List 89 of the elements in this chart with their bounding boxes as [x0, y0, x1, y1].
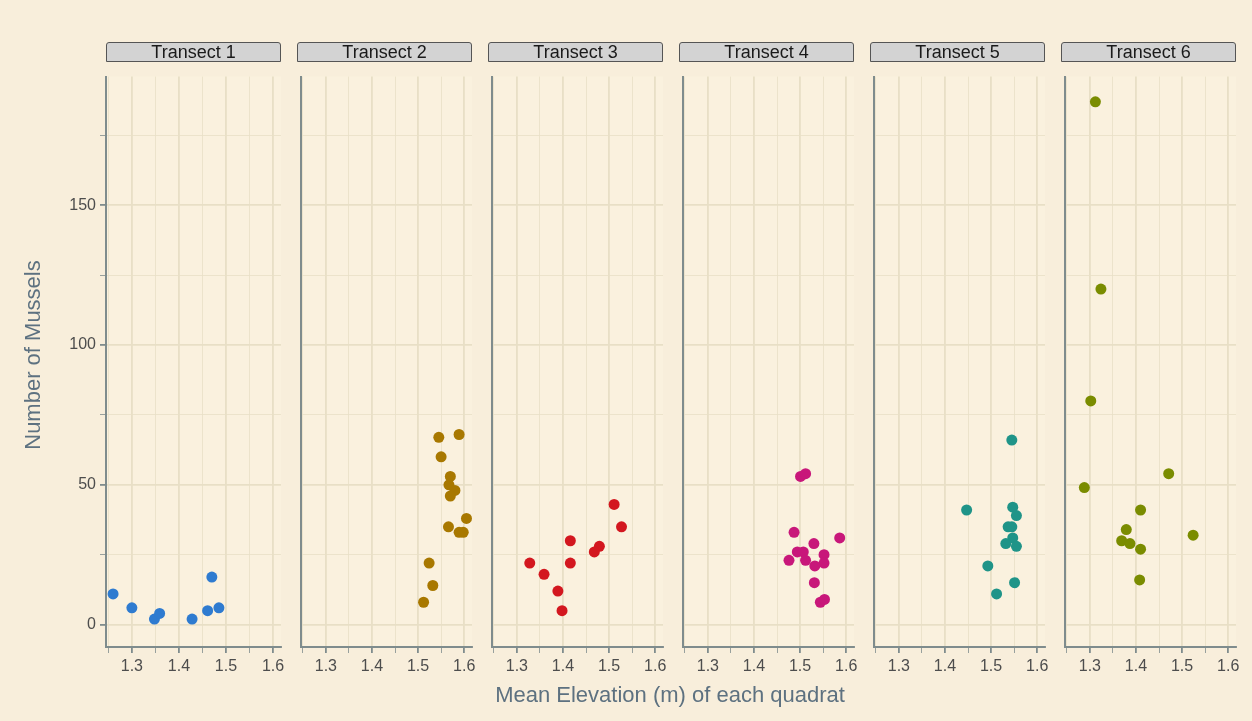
x-tick-label: 1.3 [696, 657, 720, 675]
x-tick-label: 1.6 [261, 657, 285, 675]
chart-title: Transect 1 [106, 42, 281, 62]
x-axis-title: Mean Elevation (m) of each quadrat [495, 682, 845, 708]
point [1124, 538, 1136, 550]
chart-title: Transect 4 [679, 42, 854, 62]
point [961, 504, 973, 516]
point [1163, 468, 1175, 480]
chart-title: Transect 2 [297, 42, 472, 62]
x-tick-label: 1.5 [979, 657, 1003, 675]
x-tick-label: 1.5 [788, 657, 812, 675]
point [564, 557, 576, 569]
point [552, 585, 564, 597]
point [154, 607, 166, 619]
y-tick-label: 0 [87, 615, 97, 633]
x-tick-label: 1.5 [406, 657, 430, 675]
point [800, 468, 812, 480]
point [1085, 395, 1097, 407]
point [982, 560, 994, 572]
x-tick-label: 1.6 [835, 657, 858, 675]
point [202, 605, 214, 617]
x-tick-label: 1.4 [551, 657, 575, 675]
point [1006, 434, 1018, 446]
point [444, 490, 456, 502]
point [206, 571, 218, 583]
point [588, 546, 600, 558]
point [809, 560, 821, 572]
point [1000, 538, 1012, 550]
point [1010, 510, 1022, 522]
point [556, 605, 568, 617]
y-tick-label: 50 [78, 475, 97, 493]
point [1009, 577, 1021, 589]
x-tick-label: 1.5 [597, 657, 621, 675]
point [800, 554, 812, 566]
point [186, 613, 198, 625]
y-tick-label: 100 [69, 335, 97, 353]
x-tick-label: 1.6 [644, 657, 667, 675]
x-tick-label: 1.4 [933, 657, 957, 675]
y-axis-title: Number of Mussels [20, 260, 46, 450]
point [1135, 543, 1147, 555]
x-tick-label: 1.3 [505, 657, 529, 675]
point [213, 602, 225, 614]
x-tick-label: 1.4 [167, 657, 191, 675]
point [538, 568, 550, 580]
point [564, 535, 576, 547]
point [524, 557, 536, 569]
x-tick-label: 1.5 [214, 657, 238, 675]
x-tick-label: 1.6 [1026, 657, 1049, 675]
point [991, 588, 1003, 600]
x-tick-label: 1.6 [453, 657, 476, 675]
point [1134, 574, 1146, 586]
point [808, 538, 820, 550]
x-tick-label: 1.3 [887, 657, 911, 675]
chart-title: Transect 3 [488, 42, 663, 62]
point [427, 579, 439, 591]
point [1120, 524, 1132, 536]
point [608, 498, 620, 510]
x-tick-label: 1.4 [1124, 657, 1148, 675]
point [783, 554, 795, 566]
x-tick-label: 1.4 [742, 657, 766, 675]
point [1089, 96, 1101, 108]
point [460, 512, 472, 524]
point [418, 596, 430, 608]
x-tick-label: 1.5 [1170, 657, 1194, 675]
x-tick-label: 1.3 [314, 657, 338, 675]
x-tick-label: 1.3 [1078, 657, 1102, 675]
x-tick-label: 1.6 [1217, 657, 1240, 675]
point [433, 431, 445, 443]
point [808, 577, 820, 589]
x-tick-label: 1.3 [120, 657, 144, 675]
point [126, 602, 138, 614]
point [616, 521, 628, 533]
point [788, 526, 800, 538]
point [435, 451, 447, 463]
point [1078, 482, 1090, 494]
chart-title: Transect 6 [1061, 42, 1236, 62]
point [1187, 529, 1199, 541]
point [453, 429, 465, 440]
x-tick-label: 1.4 [360, 657, 384, 675]
y-tick-label: 150 [69, 195, 97, 213]
point [423, 557, 435, 569]
point [107, 588, 119, 600]
point [1135, 504, 1147, 516]
point [442, 521, 454, 533]
point [834, 532, 846, 544]
chart-title: Transect 5 [870, 42, 1045, 62]
point [1010, 540, 1022, 552]
point [819, 593, 830, 605]
point [1095, 283, 1107, 295]
